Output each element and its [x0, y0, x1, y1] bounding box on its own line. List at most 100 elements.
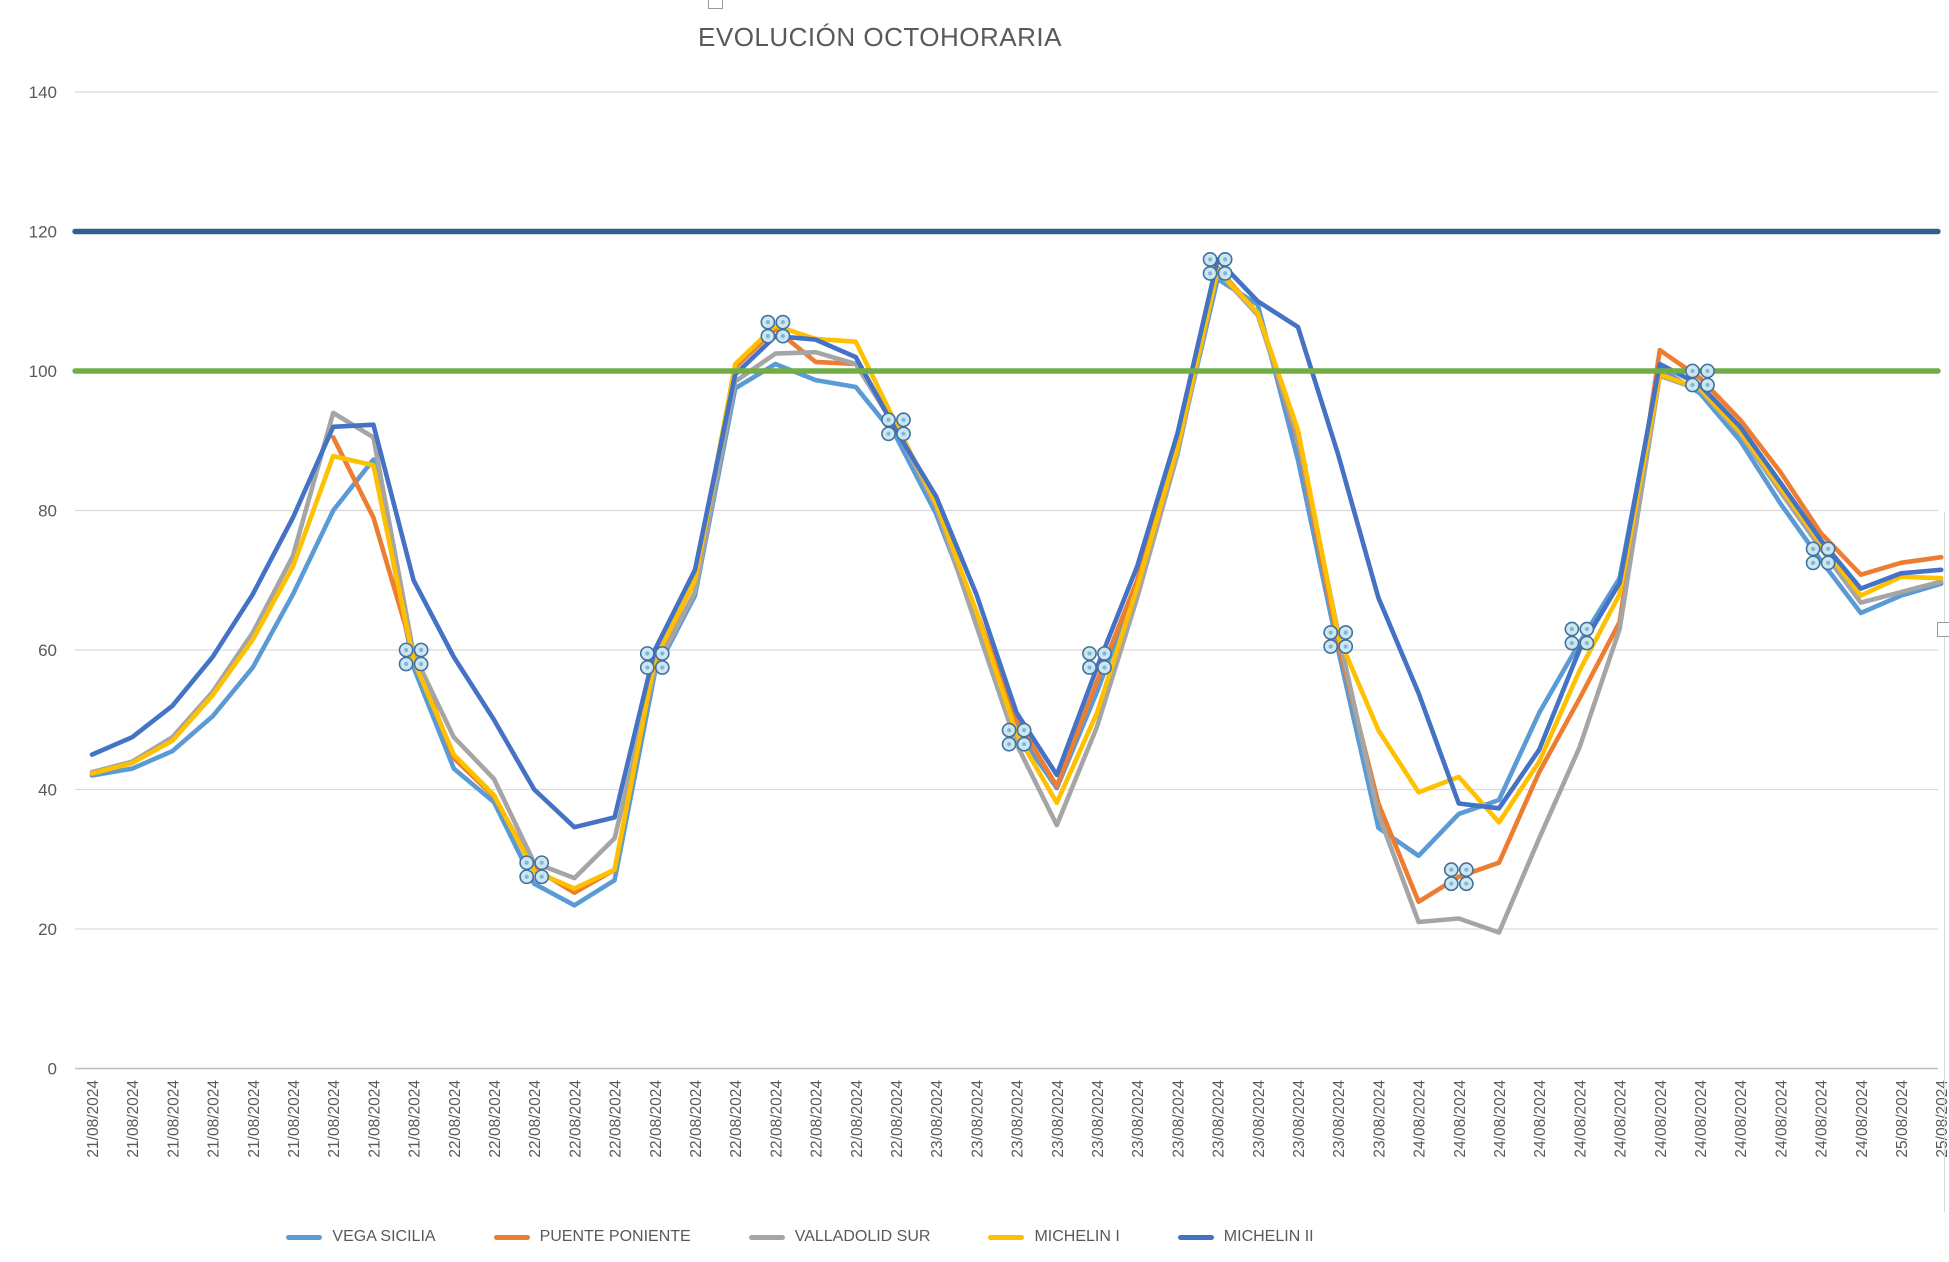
legend-label: PUENTE PONIENTE [539, 1228, 691, 1245]
x-axis-label: 22/08/2024 [889, 1080, 906, 1158]
x-axis-label: 21/08/2024 [407, 1080, 424, 1158]
data-point-marker-dot [1690, 382, 1695, 388]
data-point-marker-dot [1208, 257, 1213, 262]
data-point-marker-dot [539, 874, 544, 879]
data-point-marker-dot [1569, 626, 1574, 632]
data-point-marker-dot [901, 417, 906, 422]
x-axis-label: 23/08/2024 [1211, 1080, 1228, 1158]
x-axis-label: 23/08/2024 [1050, 1080, 1067, 1158]
data-point-marker-dot [1102, 651, 1107, 656]
data-point-marker-dot [1705, 368, 1710, 374]
x-axis-label: 22/08/2024 [567, 1080, 584, 1158]
x-axis-label: 22/08/2024 [809, 1080, 826, 1158]
data-point-marker-dot [1007, 742, 1012, 747]
x-axis-label: 23/08/2024 [1291, 1080, 1308, 1158]
y-axis-label: 0 [48, 1060, 57, 1079]
x-axis-label: 21/08/2024 [165, 1080, 182, 1158]
x-axis-label: 21/08/2024 [206, 1080, 223, 1158]
legend-swatch [988, 1234, 1025, 1240]
data-point-marker-dot [404, 661, 409, 667]
series-line-michelin-i[interactable] [89, 267, 1944, 891]
x-axis-label: 21/08/2024 [125, 1080, 142, 1158]
data-point-marker-dot [1826, 546, 1831, 551]
data-point-marker-dot [1811, 546, 1816, 551]
data-point-marker-dot [1690, 368, 1695, 374]
x-axis-label: 21/08/2024 [366, 1080, 383, 1158]
legend-label: VEGA SICILIA [332, 1228, 436, 1245]
x-axis-label: 23/08/2024 [1331, 1080, 1348, 1158]
data-point-marker-dot [1449, 867, 1454, 872]
data-point-marker-dot [886, 417, 891, 422]
x-axis-label: 21/08/2024 [246, 1080, 263, 1158]
data-point-marker-dot [1208, 271, 1213, 276]
data-point-marker-dot [660, 665, 665, 670]
data-point-marker-dot [1464, 867, 1469, 872]
x-axis-label: 25/08/2024 [1894, 1080, 1911, 1158]
data-point-marker-dot [780, 334, 786, 339]
x-axis-label: 24/08/2024 [1412, 1080, 1429, 1158]
data-point-marker-dot [645, 651, 650, 656]
x-axis-label: 22/08/2024 [648, 1080, 665, 1158]
legend-item-puente-poniente[interactable]: PUENTE PONIENTE [493, 1228, 691, 1246]
data-point-marker-dot [1022, 728, 1027, 733]
data-point-marker-dot [1223, 257, 1228, 262]
x-axis-label: 24/08/2024 [1653, 1080, 1670, 1158]
data-point-marker-dot [1811, 560, 1816, 565]
x-axis-label: 23/08/2024 [1130, 1080, 1147, 1158]
x-axis-label: 24/08/2024 [1733, 1080, 1750, 1158]
x-axis-label: 22/08/2024 [849, 1080, 866, 1158]
x-axis-label: 23/08/2024 [1251, 1080, 1268, 1158]
data-point-marker-dot [1343, 644, 1348, 649]
data-point-marker-dot [1584, 640, 1589, 646]
data-point-marker-dot [901, 431, 906, 436]
x-axis-label: 23/08/2024 [1371, 1080, 1388, 1158]
series-line-valladolid-sur[interactable] [89, 269, 1944, 935]
x-axis-label: 23/08/2024 [1170, 1080, 1187, 1158]
x-axis-label: 24/08/2024 [1814, 1080, 1831, 1158]
y-axis-label: 80 [38, 502, 57, 521]
x-axis-label: 24/08/2024 [1613, 1080, 1630, 1158]
data-point-marker-dot [1464, 881, 1469, 886]
x-axis-label: 22/08/2024 [487, 1080, 504, 1158]
x-axis-label: 24/08/2024 [1572, 1080, 1589, 1158]
data-point-marker-dot [404, 647, 409, 653]
data-point-marker-dot [1826, 560, 1831, 565]
data-point-marker-dot [780, 320, 786, 325]
x-axis-label: 24/08/2024 [1452, 1080, 1469, 1158]
x-axis-label: 21/08/2024 [326, 1080, 343, 1158]
legend-item-michelin-ii[interactable]: MICHELIN II [1177, 1228, 1314, 1246]
data-point-marker-dot [1343, 630, 1348, 635]
data-point-marker-dot [1328, 644, 1333, 649]
chart-legend: VEGA SICILIA PUENTE PONIENTE VALLADOLID SU… [150, 1228, 1450, 1246]
x-axis-label: 22/08/2024 [447, 1080, 464, 1158]
legend-item-michelin-i[interactable]: MICHELIN I [988, 1228, 1120, 1246]
y-axis-label: 140 [29, 83, 57, 102]
x-axis-label: 24/08/2024 [1532, 1080, 1549, 1158]
data-point-marker-dot [645, 665, 650, 670]
data-point-marker-dot [1705, 382, 1710, 388]
y-axis-label: 60 [38, 641, 57, 660]
x-axis-label: 21/08/2024 [85, 1080, 102, 1158]
data-point-marker-dot [1223, 271, 1228, 276]
legend-item-valladolid-sur[interactable]: VALLADOLID SUR [748, 1228, 930, 1246]
x-axis-label: 23/08/2024 [1010, 1080, 1027, 1158]
selection-handle-right[interactable] [1937, 622, 1949, 637]
data-point-marker-dot [765, 320, 771, 325]
data-point-marker-dot [1584, 626, 1589, 632]
selection-handle-top[interactable] [708, 0, 723, 9]
data-point-marker-dot [1022, 742, 1027, 747]
y-axis-label: 100 [29, 362, 57, 381]
data-point-marker-dot [886, 431, 891, 436]
x-axis-label: 22/08/2024 [608, 1080, 625, 1158]
y-axis-label: 40 [38, 781, 57, 800]
chart-title: EVOLUCIÓN OCTOHORARIA [698, 22, 1062, 52]
x-axis-label: 23/08/2024 [929, 1080, 946, 1158]
data-point-marker-dot [1102, 665, 1107, 670]
data-point-marker-dot [1449, 881, 1454, 886]
legend-swatch [493, 1234, 530, 1240]
series-line-michelin-ii[interactable] [89, 257, 1944, 830]
legend-item-vega-sicilia[interactable]: VEGA SICILIA [286, 1228, 436, 1246]
legend-swatch [748, 1234, 785, 1240]
legend-label: MICHELIN I [1034, 1228, 1120, 1245]
